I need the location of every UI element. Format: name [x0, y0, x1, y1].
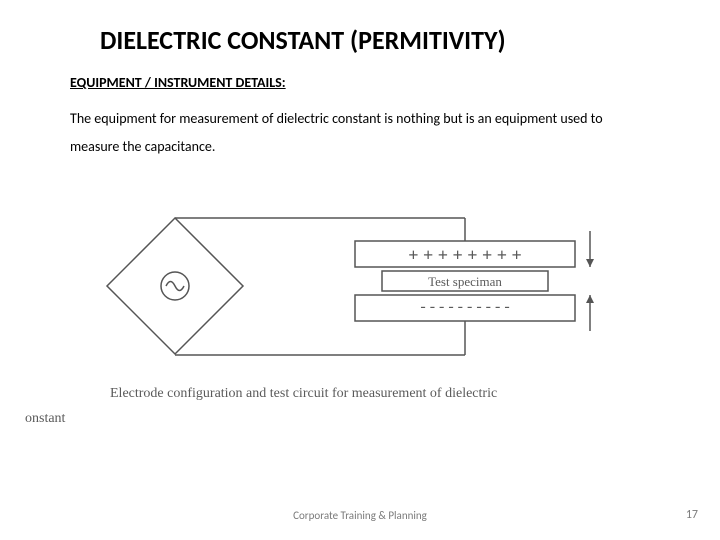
footer-text: Corporate Training & Planning [0, 509, 720, 522]
svg-text:- - - - - - - - - -: - - - - - - - - - - [420, 298, 509, 315]
section-heading: EQUIPMENT / INSTRUMENT DETAILS: [70, 74, 650, 91]
diagram-caption: Electrode configuration and test circuit… [110, 386, 497, 402]
diagram-caption-fragment: onstant [25, 411, 65, 427]
diagram-svg: + + + + + + + + - - - - - - - - - - Test s… [70, 171, 650, 381]
slide: DIELECTRIC CONSTANT (PERMITIVITY) EQUIPM… [0, 0, 720, 540]
body-paragraph: The equipment for measurement of dielect… [70, 105, 650, 161]
page-number: 17 [686, 508, 698, 522]
page-title: DIELECTRIC CONSTANT (PERMITIVITY) [100, 24, 650, 56]
svg-text:+ + + + + + + +: + + + + + + + + [408, 245, 522, 265]
circuit-diagram: + + + + + + + + - - - - - - - - - - Test s… [70, 171, 650, 411]
svg-text:Test speciman: Test speciman [428, 274, 502, 289]
